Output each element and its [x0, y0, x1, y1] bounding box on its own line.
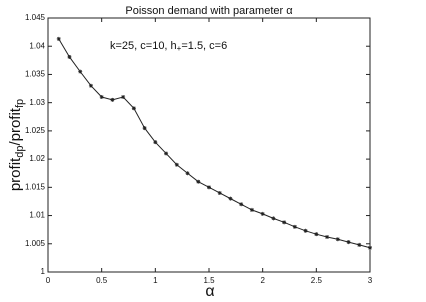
data-marker — [185, 171, 190, 176]
data-marker — [260, 211, 265, 216]
chart-title: Poisson demand with parameter α — [125, 5, 293, 17]
data-marker — [228, 196, 233, 201]
data-marker — [153, 140, 158, 145]
data-marker — [164, 151, 169, 156]
annotation-subscript: + — [177, 44, 182, 53]
y-label-text: profit — [7, 157, 24, 191]
y-tick-label: 1.03 — [29, 98, 45, 107]
data-marker — [142, 126, 147, 131]
data-marker — [271, 216, 276, 221]
y-tick-label: 1.04 — [29, 41, 45, 50]
y-tick-label: 1.025 — [25, 126, 46, 135]
data-marker — [196, 179, 201, 184]
annotation-text: =1.5, c=6 — [181, 40, 227, 52]
y-tick-label: 1.035 — [25, 70, 46, 79]
data-marker — [292, 224, 297, 229]
plot-frame — [47, 17, 371, 273]
x-tick-label: 2.5 — [311, 276, 323, 285]
data-marker — [78, 69, 83, 74]
x-tick-label: 0 — [46, 276, 51, 285]
data-marker — [282, 220, 287, 225]
y-tick-label: 1.01 — [29, 211, 45, 220]
y-label-text: /profit — [7, 107, 24, 145]
data-marker — [249, 207, 254, 212]
y-label-subscript: fp — [14, 99, 26, 108]
data-marker — [325, 235, 330, 240]
data-line — [58, 38, 371, 249]
x-tick-label: 2 — [260, 276, 265, 285]
y-axis-label: profitdp/profitfp — [7, 99, 26, 191]
y-tick-label: 1.015 — [25, 182, 46, 191]
data-marker — [239, 202, 244, 207]
annotation-text: k=25, c=10, h — [110, 40, 177, 52]
data-marker — [110, 97, 115, 102]
data-marker — [357, 242, 362, 247]
data-marker — [217, 190, 222, 195]
data-marker — [121, 95, 126, 100]
y-tick-label: 1.02 — [29, 154, 45, 163]
data-marker — [88, 83, 93, 88]
y-tick-label: 1.005 — [25, 239, 46, 248]
y-label-subscript: dp — [14, 146, 26, 158]
data-marker — [207, 185, 211, 190]
data-marker — [99, 95, 104, 100]
data-marker — [314, 232, 319, 237]
data-marker — [56, 36, 61, 41]
y-tick-label: 1.045 — [25, 13, 46, 22]
data-marker — [368, 245, 372, 250]
x-tick-label: 0.5 — [96, 276, 108, 285]
y-tick-label: 1 — [41, 267, 46, 276]
data-marker — [67, 54, 72, 59]
data-marker — [131, 106, 136, 111]
x-tick-label: 1 — [153, 276, 158, 285]
data-marker — [174, 162, 179, 167]
annotation: k=25, c=10, h+=1.5, c=6 — [110, 40, 227, 53]
x-tick-label: 3 — [368, 276, 373, 285]
data-marker — [335, 237, 340, 242]
x-tick-label: 1.5 — [203, 276, 215, 285]
data-marker — [346, 240, 351, 245]
x-axis-label: α — [205, 283, 214, 300]
data-marker — [303, 228, 308, 233]
